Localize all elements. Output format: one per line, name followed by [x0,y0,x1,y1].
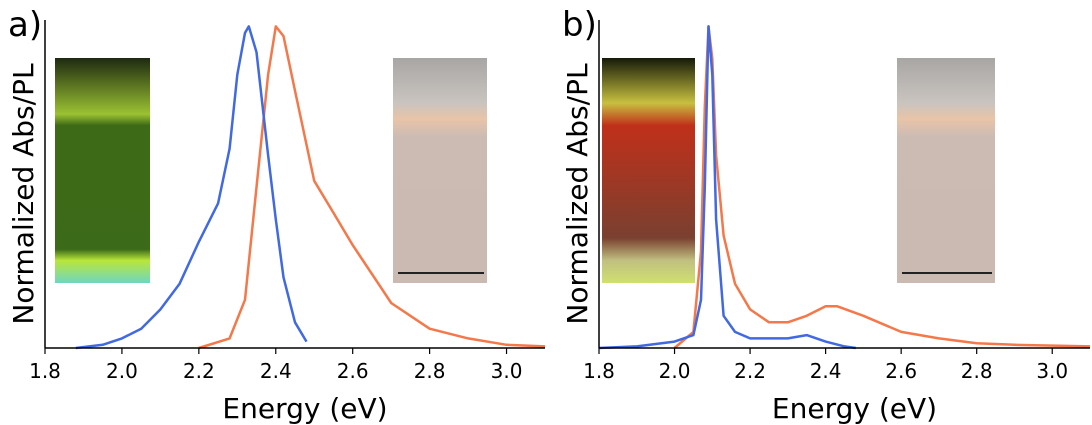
data-line [673,25,1091,349]
panel-label: a) [8,5,42,45]
data-line [598,25,856,350]
photo [602,58,695,283]
x-tick-label: 2.0 [106,359,138,383]
y-axis-label: Normalized Abs/PL [561,63,594,325]
x-axis-label: Energy (eV) [222,392,387,425]
data-line [75,25,308,350]
x-tick-label: 2.6 [337,359,369,383]
x-tick-label: 2.4 [810,359,842,383]
x-tick-label: 1.8 [583,359,615,383]
data-line [198,25,546,350]
x-tick-label: 2.8 [961,359,993,383]
panel-label: b) [562,5,597,45]
x-tick-label: 2.4 [260,359,292,383]
x-tick-label: 1.8 [29,359,61,383]
x-tick-label: 2.0 [659,359,691,383]
x-tick-label: 3.0 [1036,359,1068,383]
photo [55,58,150,283]
x-tick-label: 2.6 [885,359,917,383]
x-axis-label: Energy (eV) [772,392,937,425]
x-tick-label: 2.2 [183,359,215,383]
x-tick-label: 2.2 [734,359,766,383]
x-tick-label: 3.0 [491,359,523,383]
x-tick-label: 2.8 [414,359,446,383]
y-axis-label: Normalized Abs/PL [7,63,40,325]
photo [393,58,487,283]
photo [897,58,995,283]
